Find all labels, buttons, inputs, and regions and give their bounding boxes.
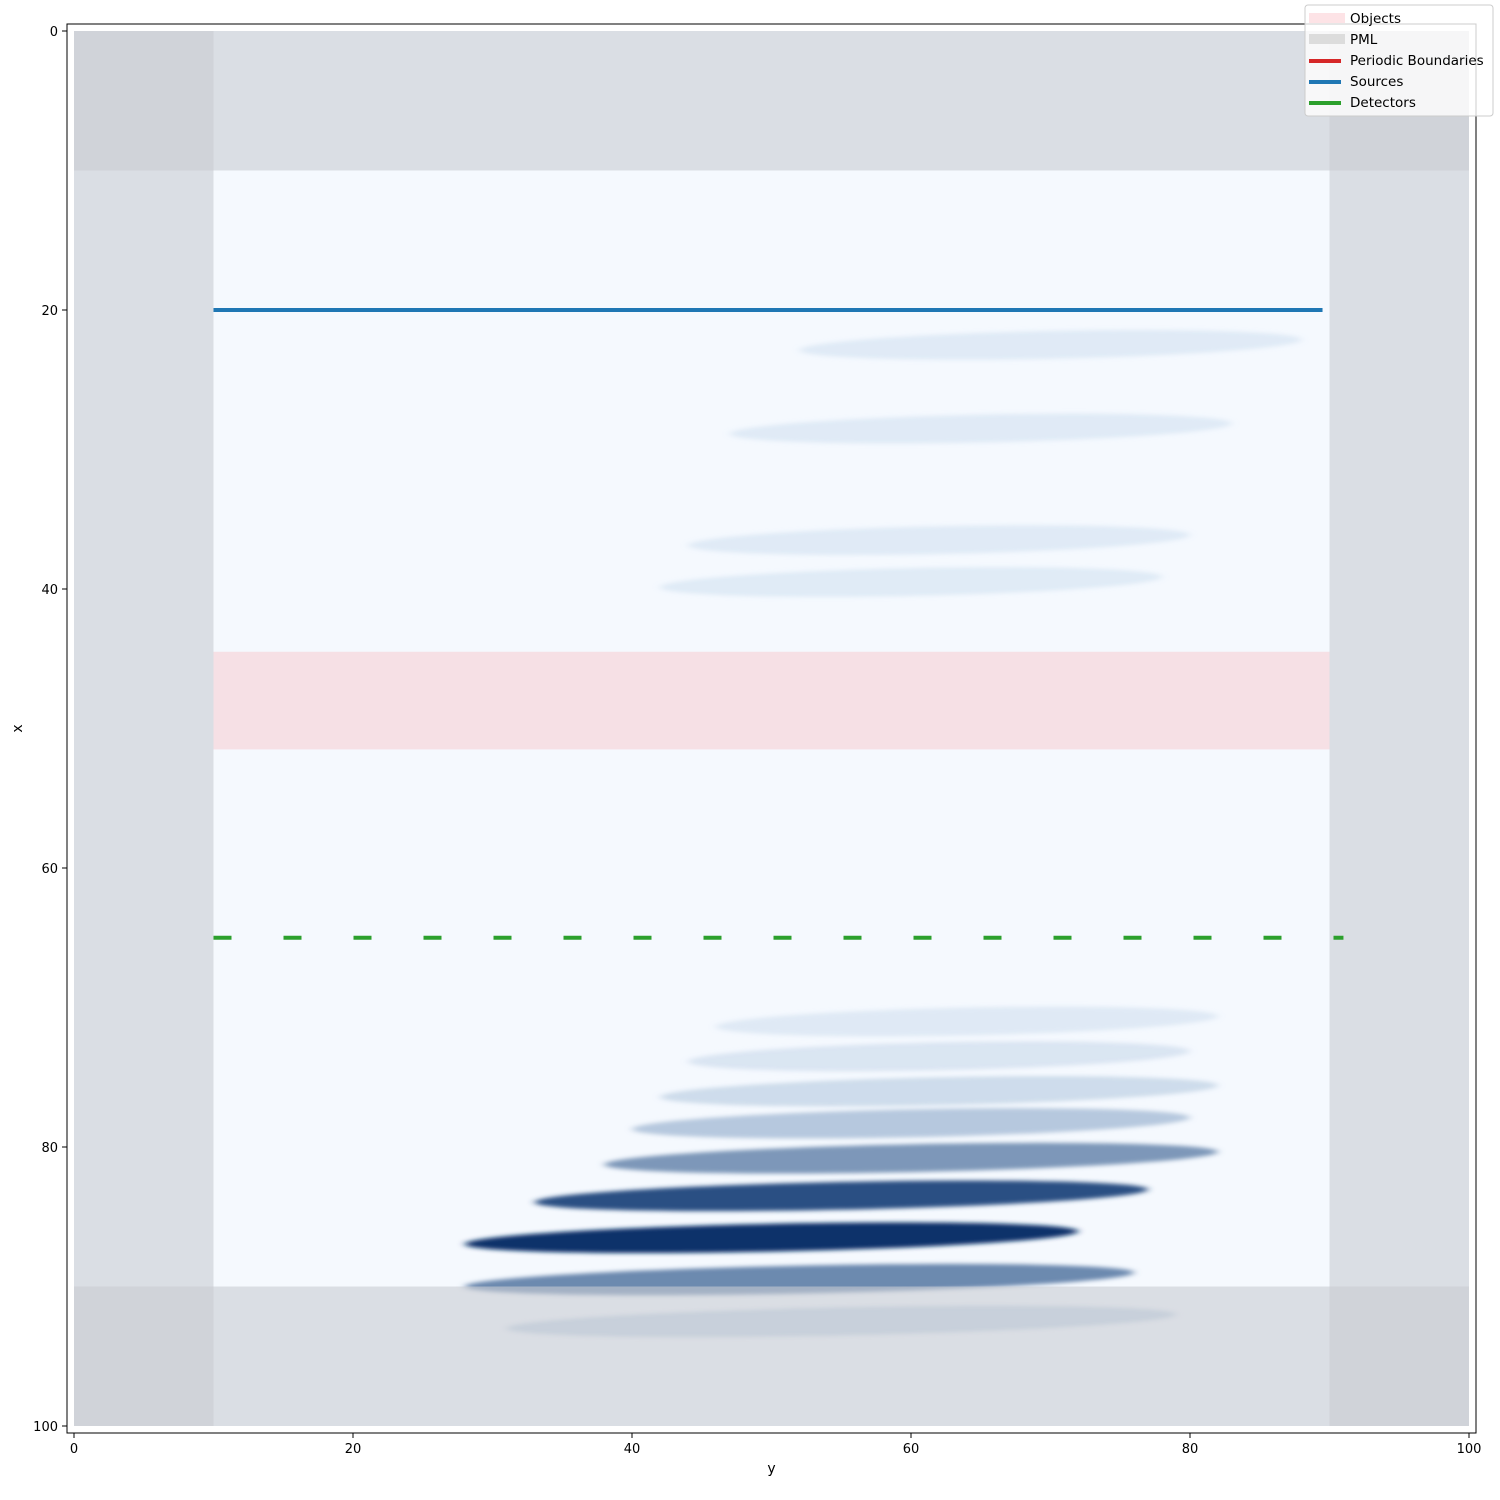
field-band (659, 1076, 1218, 1107)
legend-entry: Detectors (1309, 95, 1416, 111)
legend: Objects PML Periodic Boundaries Sources Dete… (1304, 4, 1494, 117)
x-tick-label: 0 (70, 1442, 78, 1457)
pml-top (74, 31, 1469, 171)
legend-box (1304, 4, 1494, 117)
legend-patch (1309, 13, 1345, 23)
y-tick-label: 20 (41, 304, 58, 319)
field-band (659, 567, 1163, 597)
field-band (687, 1041, 1190, 1072)
y-tick-label: 40 (41, 583, 58, 598)
field-band (632, 1108, 1190, 1139)
object-region (213, 651, 1330, 750)
axes-frame (66, 23, 1477, 1434)
field-band (534, 1180, 1149, 1212)
legend-label: Objects (1350, 11, 1401, 27)
x-tick-label: 40 (624, 1442, 641, 1457)
x-tick-label: 80 (1182, 1442, 1199, 1457)
field-band (464, 1222, 1079, 1254)
legend-label: Detectors (1350, 95, 1416, 111)
field-band (604, 1142, 1218, 1174)
plot-area (74, 31, 1469, 1426)
y-tick-label: 0 (50, 25, 58, 40)
legend-patch (1309, 34, 1345, 44)
legend-entry: Sources (1309, 74, 1403, 90)
legend-label: Periodic Boundaries (1350, 53, 1484, 69)
field-band (799, 329, 1302, 360)
y-tick-label: 60 (41, 862, 58, 877)
legend-entry: Objects (1309, 11, 1401, 27)
x-tick-label: 100 (1457, 1442, 1482, 1457)
pml-right (1329, 31, 1469, 1426)
y-tick-label: 100 (33, 1420, 58, 1435)
legend-label: PML (1350, 32, 1378, 48)
y-tick-label: 80 (41, 1141, 58, 1156)
legend-label: Sources (1350, 74, 1403, 90)
x-tick-label: 20 (345, 1442, 362, 1457)
field-band (729, 413, 1232, 444)
axes: 0 20 40 60 80 100 0 20 40 60 80 100 y x (10, 23, 1482, 1477)
legend-entry: Periodic Boundaries (1309, 53, 1484, 69)
x-axis-label: y (767, 1461, 775, 1477)
field-band (687, 525, 1190, 556)
x-tick-label: 60 (903, 1442, 920, 1457)
pml-left (74, 31, 214, 1426)
y-axis-label: x (10, 724, 26, 732)
pml-bottom (74, 1286, 1469, 1426)
field-band (715, 1006, 1218, 1037)
legend-entry: PML (1309, 32, 1378, 48)
